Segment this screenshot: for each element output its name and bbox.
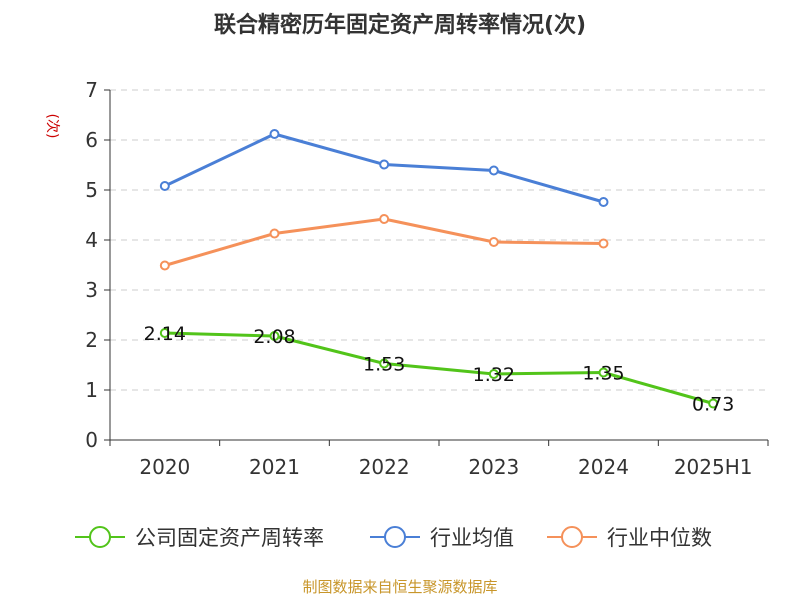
data-label: 1.53	[363, 354, 405, 376]
gridlines	[110, 89, 768, 391]
x-tick-label: 2021	[249, 455, 300, 479]
data-point[interactable]	[488, 237, 499, 247]
data-labels: 2.14 2.08 1.53 1.32 1.35 0.73	[144, 323, 735, 416]
data-point[interactable]	[269, 331, 280, 341]
legend-marker	[561, 526, 583, 548]
y-tick-label: 5	[85, 178, 98, 202]
axes: 0 1 2 3 4 5 6 7 2020 2021 2022 2023 2024 2025H1	[85, 78, 769, 479]
series-line	[164, 331, 714, 405]
data-label: 1.32	[473, 364, 515, 386]
series-2	[159, 214, 609, 271]
data-point[interactable]	[159, 181, 170, 191]
data-point[interactable]	[379, 214, 390, 224]
x-tick-label: 2020	[139, 455, 190, 479]
legend: 公司固定资产周转率 行业均值 行业中位数	[75, 526, 712, 550]
data-point[interactable]	[488, 165, 499, 176]
series-0	[159, 328, 719, 409]
data-point[interactable]	[269, 129, 280, 139]
x-tick-label: 2025H1	[674, 455, 753, 479]
data-point[interactable]	[598, 197, 609, 207]
legend-item-1[interactable]: 行业均值	[370, 526, 514, 550]
data-point[interactable]	[708, 398, 719, 409]
legend-marker	[89, 526, 111, 548]
y-tick-label: 3	[85, 278, 98, 302]
y-tick-label: 0	[85, 428, 98, 452]
x-tick-label: 2023	[468, 455, 519, 479]
data-point[interactable]	[269, 228, 280, 239]
data-label: 2.08	[253, 326, 295, 348]
data-label: 2.14	[144, 323, 186, 345]
data-point[interactable]	[379, 159, 390, 170]
legend-item-0[interactable]: 公司固定资产周转率	[75, 526, 324, 550]
data-label: 1.35	[582, 363, 624, 385]
data-point[interactable]	[488, 369, 499, 379]
y-tick-label: 1	[85, 378, 98, 402]
y-tick-label: 2	[85, 328, 98, 352]
x-tick-label: 2024	[578, 455, 629, 479]
y-tick-label: 6	[85, 128, 98, 152]
y-axis-label: (次)	[44, 114, 60, 139]
chart-title: 联合精密历年固定资产周转率情况(次)	[214, 12, 586, 38]
y-tick-label: 7	[85, 78, 98, 102]
data-label: 0.73	[692, 394, 734, 416]
legend-label: 公司固定资产周转率	[135, 526, 324, 550]
data-point[interactable]	[598, 367, 609, 378]
series-1	[159, 129, 609, 207]
data-point[interactable]	[159, 260, 170, 271]
legend-label: 行业中位数	[607, 526, 712, 550]
series-layer	[159, 129, 719, 409]
legend-label: 行业均值	[430, 526, 514, 550]
source-note: 制图数据来自恒生聚源数据库	[302, 578, 497, 596]
y-tick-label: 4	[85, 228, 98, 252]
series-line	[164, 217, 604, 267]
data-point[interactable]	[159, 328, 170, 338]
data-point[interactable]	[379, 358, 390, 369]
x-tick-label: 2022	[359, 455, 410, 479]
data-point[interactable]	[598, 238, 609, 249]
legend-item-2[interactable]: 行业中位数	[547, 526, 712, 550]
legend-marker	[384, 526, 406, 548]
